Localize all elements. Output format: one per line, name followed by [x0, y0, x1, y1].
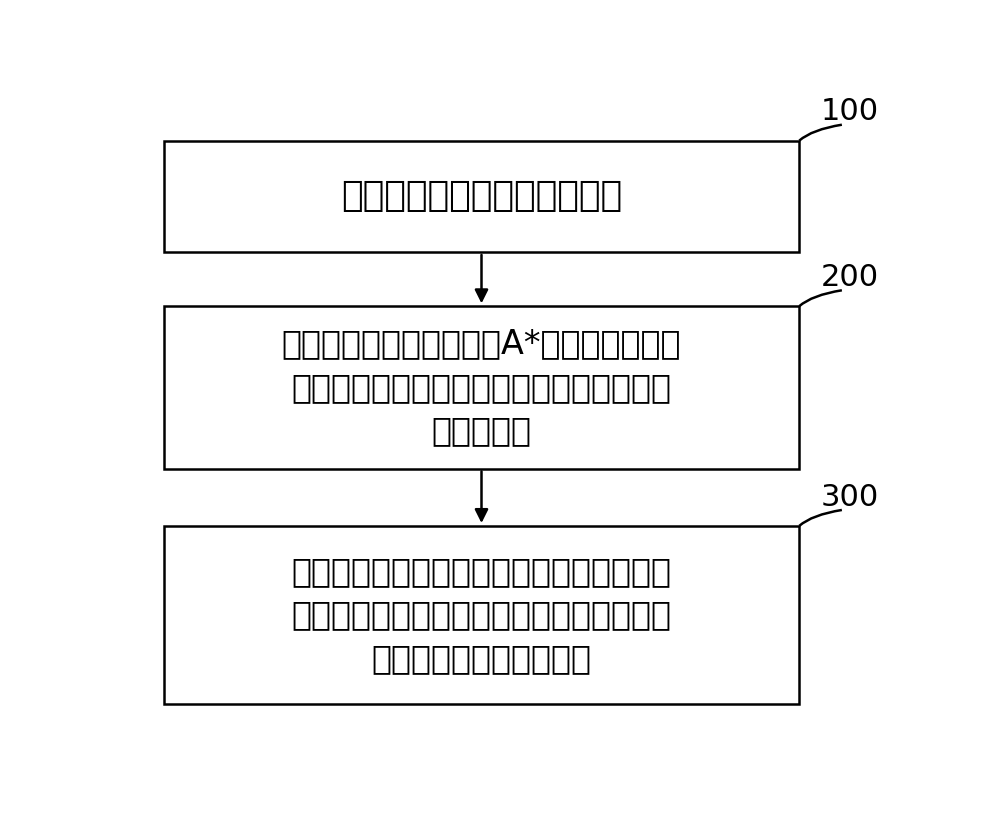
Bar: [164, 526, 799, 705]
Text: 300: 300: [820, 483, 879, 512]
Text: 基于所述栎格地图，采用A*算法对基于麦克
纳姆轮的移动机器人进行全局路径规划，得
到全局路径: 基于所述栎格地图，采用A*算法对基于麦克 纳姆轮的移动机器人进行全局路径规划，得…: [282, 327, 681, 447]
Bar: [164, 306, 799, 469]
Bar: [164, 141, 799, 252]
Text: 200: 200: [821, 263, 879, 292]
Text: 100: 100: [821, 98, 879, 127]
Text: 创建基于工作空间的栎格地图: 创建基于工作空间的栎格地图: [341, 179, 622, 213]
Text: 将全局路径上的每个节点作为目标点，基于
改进的动态窗口法，对移动机器人进行局部
轨迹规划，跟踪全局路径: 将全局路径上的每个节点作为目标点，基于 改进的动态窗口法，对移动机器人进行局部 …: [292, 555, 672, 675]
